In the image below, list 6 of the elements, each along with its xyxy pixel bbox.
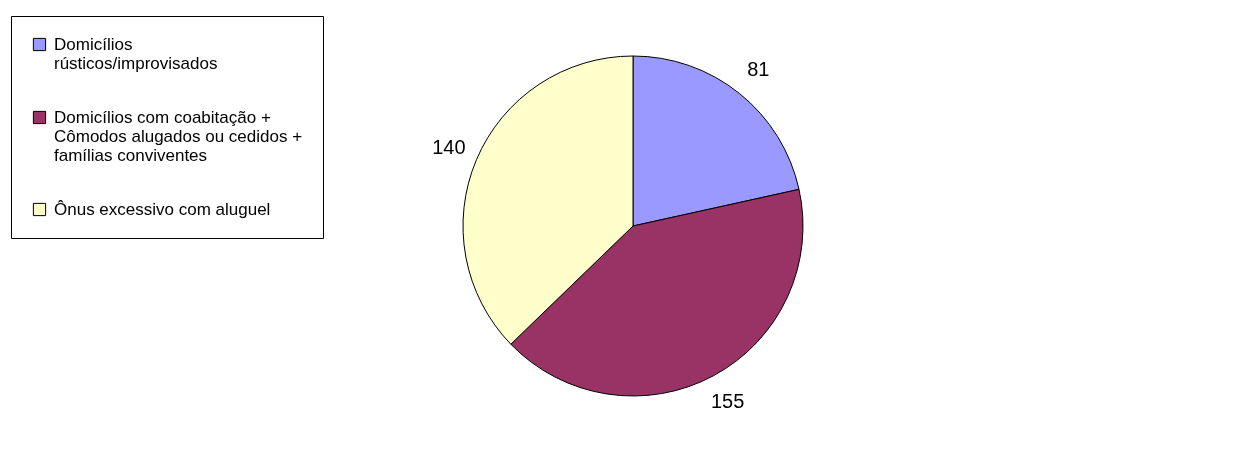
legend-label: Ônus excessivo com aluguel	[54, 199, 271, 219]
legend-label: Domicílios com coabitação + Cômodos alugados ou cedidos + famílias conviventes	[54, 107, 303, 165]
data-label: 155	[710, 390, 745, 413]
data-label: 81	[747, 58, 770, 81]
data-label: 140	[432, 135, 466, 158]
legend-label: Domicílios rústicos/improvisados	[54, 34, 218, 73]
